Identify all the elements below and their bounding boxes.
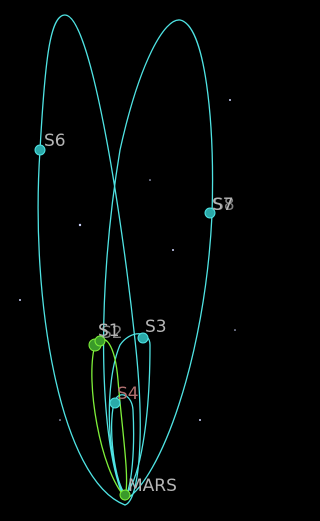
- star: [149, 179, 151, 181]
- label-s6: S6: [44, 131, 66, 151]
- star: [172, 249, 174, 251]
- label-s8: S8: [213, 195, 235, 215]
- label-s3: S3: [145, 317, 167, 337]
- label-s2: S2: [101, 323, 123, 343]
- star: [59, 419, 61, 421]
- page: {"labels": {"s6": "S6", "s7": "S7", "s8"…: [0, 0, 252, 521]
- star: [229, 99, 231, 101]
- label-s4: S4: [117, 384, 139, 404]
- orbit-view: S6 S7 S8 S1 S2 S3 S4 MARS: [0, 0, 252, 521]
- star: [19, 299, 21, 301]
- star: [199, 419, 201, 421]
- label-mars: MARS: [128, 476, 177, 496]
- star: [234, 329, 236, 331]
- star: [79, 224, 81, 226]
